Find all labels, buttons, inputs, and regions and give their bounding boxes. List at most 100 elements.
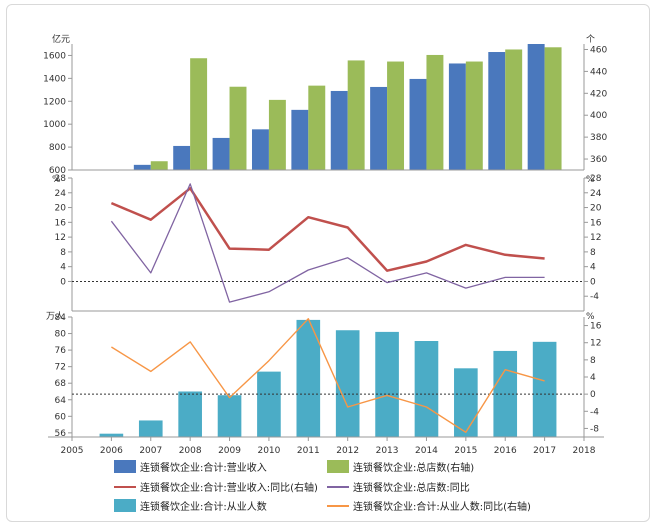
x-tick-label: 2008 xyxy=(179,446,202,456)
employees-bar xyxy=(138,420,163,437)
panel3-right-tick-label: 4 xyxy=(590,373,596,383)
employees-bar xyxy=(375,331,399,437)
revenue-bar xyxy=(133,164,151,170)
revenue-bar xyxy=(251,129,269,170)
panel3-right-tick-label: 0 xyxy=(590,390,596,400)
revenue-bar xyxy=(409,78,427,170)
panel3-right-tick-label: 16 xyxy=(590,322,602,332)
x-tick-label: 2011 xyxy=(297,446,320,456)
panel2-left-unit: % xyxy=(52,175,61,185)
panel3-left-tick-label: 56 xyxy=(55,429,67,439)
x-tick-label: 2010 xyxy=(257,446,280,456)
employees-bar xyxy=(257,371,281,437)
panel2-left-tick-label: 16 xyxy=(55,218,67,228)
x-tick-label: 2013 xyxy=(376,446,399,456)
panel2-right-tick-label: -4 xyxy=(590,292,599,302)
employees-bar xyxy=(532,341,557,437)
panel3-left-unit: 万人 xyxy=(46,311,64,322)
panel1-left-unit: 亿元 xyxy=(52,33,70,45)
revenue-bar xyxy=(212,137,230,170)
panel1-right-unit: 个 xyxy=(586,34,595,45)
legend-label: 连锁餐饮企业:合计:营业收入:同比(右轴) xyxy=(140,481,318,494)
panel1-right-tick-label: 380 xyxy=(590,133,607,143)
panel2-right-tick-label: 8 xyxy=(590,248,596,258)
panel2-left-tick-label: 8 xyxy=(60,248,66,258)
employees-yoy-line xyxy=(111,318,545,433)
legend-label: 连锁餐饮企业:合计:营业收入 xyxy=(140,461,267,474)
revenue-bar xyxy=(173,145,191,170)
store-count-bar xyxy=(308,85,326,170)
panel2-left-tick-label: 24 xyxy=(55,189,67,199)
revenue-bar xyxy=(370,86,388,170)
panel1-right-tick-label: 420 xyxy=(590,89,607,99)
x-tick-label: 2006 xyxy=(100,446,123,456)
panel2-right-tick-label: 28 xyxy=(590,174,602,184)
x-tick-label: 2014 xyxy=(415,446,438,456)
employees-bar xyxy=(178,391,202,437)
store-count-bar xyxy=(544,47,562,170)
employees-bar xyxy=(335,330,360,437)
panel1-right-tick-label: 360 xyxy=(590,155,607,165)
legend-label: 连锁餐饮企业:总店数(右轴) xyxy=(353,461,474,474)
panel2-left-tick-label: 28 xyxy=(55,174,67,184)
panel2-left-tick-label: 12 xyxy=(55,233,66,243)
x-tick-label: 2016 xyxy=(494,446,517,456)
store-count-bar xyxy=(505,49,523,171)
x-tick-label: 2005 xyxy=(61,446,84,456)
panel3-right-tick-label: -8 xyxy=(590,424,599,434)
panel2-right-tick-label: 12 xyxy=(590,233,601,243)
legend-swatch xyxy=(114,460,136,473)
panel2-left-tick-label: 4 xyxy=(60,263,66,273)
panel3-left-tick-label: 60 xyxy=(55,412,67,422)
panel3-left-tick-label: 80 xyxy=(55,330,67,340)
store-count-yoy-line xyxy=(110,183,545,303)
x-tick-label: 2017 xyxy=(533,446,556,456)
revenue-bar xyxy=(291,109,309,170)
panel2-right-tick-label: 0 xyxy=(590,277,596,287)
store-count-bar xyxy=(150,161,168,170)
panel3-left-tick-label: 64 xyxy=(55,396,67,406)
employees-bar xyxy=(217,395,242,437)
panel1-right-tick-label: 400 xyxy=(590,111,607,121)
panel2-left-tick-label: 0 xyxy=(60,277,66,287)
panel1-left-tick-label: 1400 xyxy=(43,74,66,84)
panel2-right-tick-label: 4 xyxy=(590,263,596,273)
panel1-left-tick-label: 1000 xyxy=(43,120,66,130)
panel1-left-tick-label: 1200 xyxy=(43,97,66,107)
store-count-bar xyxy=(426,54,444,170)
panel3-right-tick-label: -4 xyxy=(590,407,599,417)
revenue-bar xyxy=(488,52,506,170)
panel1-left-tick-label: 800 xyxy=(49,143,66,153)
legend-swatch xyxy=(114,499,136,512)
panel2-right-unit: % xyxy=(586,175,595,185)
store-count-bar xyxy=(190,58,208,170)
panel3-right-unit: % xyxy=(586,312,595,322)
legend-swatch xyxy=(327,460,349,473)
legend-label: 连锁餐饮企业:合计:从业人数 xyxy=(140,500,267,513)
panel2-left-tick-label: 20 xyxy=(55,204,67,214)
panel3-left-tick-label: 76 xyxy=(55,346,67,356)
panel3-right-tick-label: 8 xyxy=(590,356,596,366)
revenue-bar xyxy=(527,44,545,170)
x-tick-label: 2018 xyxy=(573,446,596,456)
panel2-right-tick-label: 16 xyxy=(590,218,602,228)
employees-bar xyxy=(414,341,439,437)
store-count-bar xyxy=(347,60,365,170)
panel3-left-tick-label: 84 xyxy=(55,313,67,323)
employees-bar xyxy=(296,319,321,437)
revenue-bar xyxy=(448,63,466,170)
panel2-right-tick-label: 20 xyxy=(590,204,602,214)
panel3-left-tick-label: 72 xyxy=(55,363,66,373)
employees-bar xyxy=(454,368,478,437)
revenue-yoy-line xyxy=(110,187,545,272)
x-tick-label: 2009 xyxy=(218,446,241,456)
store-count-bar xyxy=(387,61,405,170)
store-count-bar xyxy=(229,86,247,170)
x-tick-label: 2007 xyxy=(139,446,162,456)
legend-label: 连锁餐饮企业:合计:从业人数:同比(右轴) xyxy=(353,500,531,513)
legend-label: 连锁餐饮企业:总店数:同比 xyxy=(353,481,470,494)
panel1-left-tick-label: 1600 xyxy=(43,51,66,61)
panel1-left-tick-label: 600 xyxy=(49,166,66,176)
x-tick-label: 2012 xyxy=(336,446,359,456)
